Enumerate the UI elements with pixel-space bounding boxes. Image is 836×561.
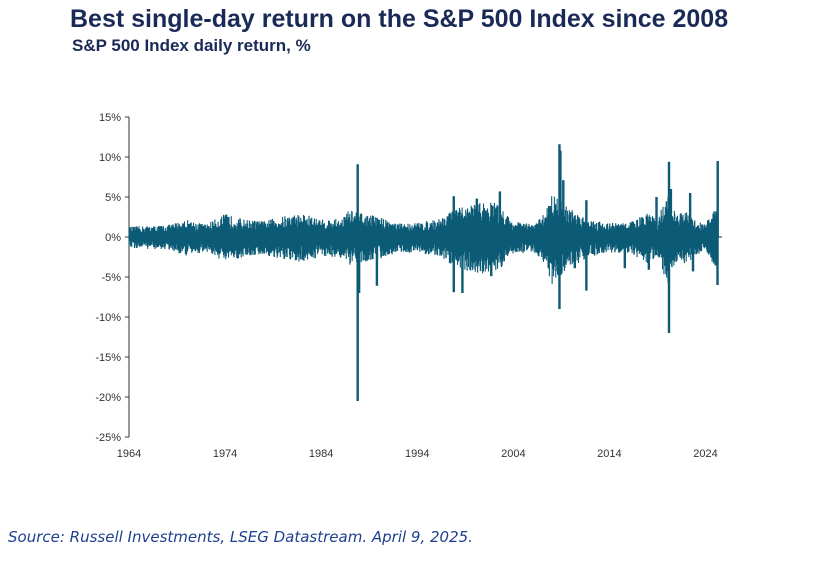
source-note: Source: Russell Investments, LSEG Datast… [8,528,473,546]
chart-title: Best single-day return on the S&P 500 In… [70,5,729,33]
y-tick-label: -15% [95,352,121,364]
x-tick-label: 2004 [501,448,525,460]
chart-axes: 15% 10% 5% 0% -5% -10% -15% -20% -25% 1964 1974 198… [95,112,722,460]
x-tick-label: 1984 [309,448,333,460]
y-tick-label: 0% [105,232,121,244]
x-tick-label: 2024 [693,448,717,460]
y-tick-label: -10% [95,312,121,324]
daily-return-series [128,196,719,284]
x-tick-label: 1994 [405,448,429,460]
daily-return-band [128,196,719,284]
x-tick-label: 1964 [117,448,141,460]
x-tick-label: 2014 [597,448,621,460]
y-tick-label: 5% [105,192,121,204]
y-tick-label: -5% [101,272,121,284]
x-tick-label: 1974 [213,448,237,460]
y-tick-label: 15% [99,112,121,124]
chart-subtitle: S&P 500 Index daily return, % [72,36,311,55]
y-tick-label: -25% [95,432,121,444]
y-tick-label: 10% [99,152,121,164]
return-spikes [356,144,719,401]
y-tick-label: -20% [95,392,121,404]
